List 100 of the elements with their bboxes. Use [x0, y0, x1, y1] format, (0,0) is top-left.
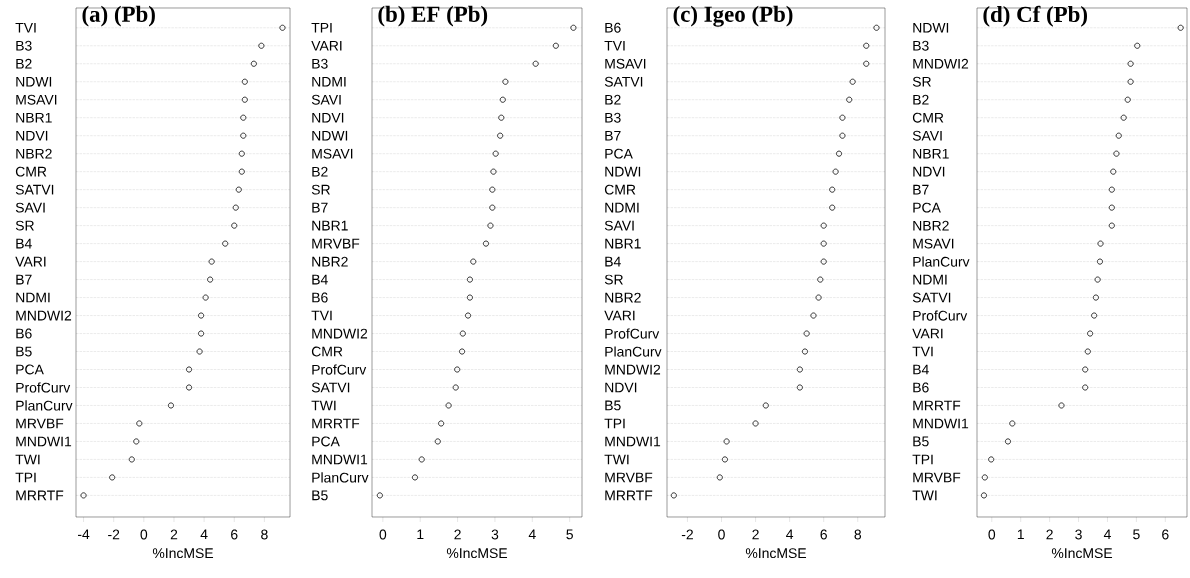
y-tick-label: NDVI: [312, 112, 344, 123]
y-tick-label: MRRTF: [312, 418, 360, 429]
point: [988, 456, 995, 463]
y-tick-label: B6: [605, 22, 621, 33]
point: [1097, 240, 1104, 247]
y-tick-label: SAVI: [912, 130, 942, 141]
point: [1092, 294, 1099, 301]
x-axis-title: %IncMSE: [745, 548, 807, 559]
point: [752, 420, 759, 427]
x-tick-label: -2: [108, 529, 120, 540]
point: [829, 186, 836, 193]
y-tick-label: B3: [605, 112, 621, 123]
y-tick-label: TWI: [912, 490, 937, 501]
point: [1113, 150, 1120, 157]
point: [445, 402, 452, 409]
y-tick-label: TWI: [15, 454, 40, 465]
y-tick-label: ProfCurv: [605, 328, 660, 339]
y-tick-label: B2: [913, 94, 929, 105]
point: [803, 330, 810, 337]
point: [801, 348, 808, 355]
point: [208, 258, 215, 265]
y-tick-label: MSAVI: [605, 58, 646, 69]
point: [241, 96, 248, 103]
point: [418, 456, 425, 463]
chart-title: (b) EF (Pb): [378, 5, 488, 27]
point: [846, 96, 853, 103]
point: [202, 294, 209, 301]
y-tick-label: PlanCurv: [312, 472, 369, 483]
point: [497, 132, 504, 139]
x-tick-label: 0: [140, 529, 148, 540]
point: [1009, 420, 1016, 427]
y-tick-label: PlanCurv: [16, 400, 73, 411]
point: [222, 240, 229, 247]
x-tick-label: 6: [231, 529, 238, 540]
y-tick-label: B7: [605, 130, 621, 141]
x-tick-label: 0: [988, 529, 996, 540]
point: [459, 348, 466, 355]
point: [796, 384, 803, 391]
x-axis-title: %IncMSE: [446, 548, 508, 559]
y-tick-label: B5: [312, 490, 328, 501]
y-tick-label: VARI: [15, 256, 46, 267]
y-tick-label: MRVBF: [312, 238, 360, 249]
y-tick-label: CMR: [912, 112, 944, 123]
point: [198, 330, 205, 337]
point: [832, 168, 839, 175]
y-tick-label: MNDWI1: [605, 436, 661, 447]
x-tick-label: 2: [752, 529, 759, 540]
y-tick-label: B4: [312, 274, 328, 285]
point: [820, 222, 827, 229]
y-tick-label: CMR: [311, 346, 343, 357]
point: [489, 186, 496, 193]
point: [207, 276, 214, 283]
y-tick-label: NDWI: [16, 76, 52, 87]
y-tick-label: TPI: [604, 418, 625, 429]
y-tick-label: TPI: [15, 472, 36, 483]
point: [1127, 78, 1134, 85]
y-tick-label: NBR1: [605, 238, 641, 249]
point: [670, 492, 677, 499]
point: [235, 186, 242, 193]
y-tick-label: MNDWI2: [913, 58, 969, 69]
point: [186, 384, 193, 391]
point: [80, 492, 87, 499]
point: [570, 24, 577, 31]
chart-title: (a) (Pb): [82, 5, 155, 27]
x-tick-label: 0: [718, 529, 725, 540]
y-tick-label: MRVBF: [605, 472, 653, 483]
point: [502, 78, 509, 85]
x-tick-label: 6: [820, 529, 827, 540]
point: [128, 456, 135, 463]
y-tick-label: SAVI: [604, 220, 634, 231]
point: [489, 204, 496, 211]
y-tick-label: NBR1: [913, 148, 949, 159]
y-tick-label: TVI: [912, 346, 933, 357]
y-tick-label: B3: [312, 58, 328, 69]
y-tick-label: VARI: [604, 310, 635, 321]
point: [1004, 438, 1011, 445]
point: [1096, 258, 1103, 265]
point: [836, 150, 843, 157]
x-tick-label: 8: [261, 529, 268, 540]
point: [1177, 24, 1184, 31]
y-tick-label: MNDWI2: [312, 328, 368, 339]
y-tick-label: MNDWI1: [913, 418, 969, 429]
y-tick-label: NBR1: [16, 112, 52, 123]
y-tick-label: B5: [605, 400, 621, 411]
y-tick-label: PlanCurv: [913, 256, 970, 267]
y-tick-label: SATVI: [15, 184, 54, 195]
y-tick-label: B7: [16, 274, 32, 285]
point: [470, 258, 477, 265]
point: [721, 456, 728, 463]
y-tick-label: ProfCurv: [913, 310, 968, 321]
x-tick-label: -4: [77, 529, 90, 540]
point: [810, 312, 817, 319]
x-tick-label: 3: [491, 529, 499, 540]
point: [492, 150, 499, 157]
y-tick-label: PCA: [913, 202, 941, 213]
x-axis-title: %IncMSE: [1051, 548, 1113, 559]
x-tick-label: 8: [854, 529, 862, 540]
point: [434, 438, 441, 445]
y-tick-label: MRRTF: [16, 490, 64, 501]
y-tick-label: NDVI: [913, 166, 945, 177]
